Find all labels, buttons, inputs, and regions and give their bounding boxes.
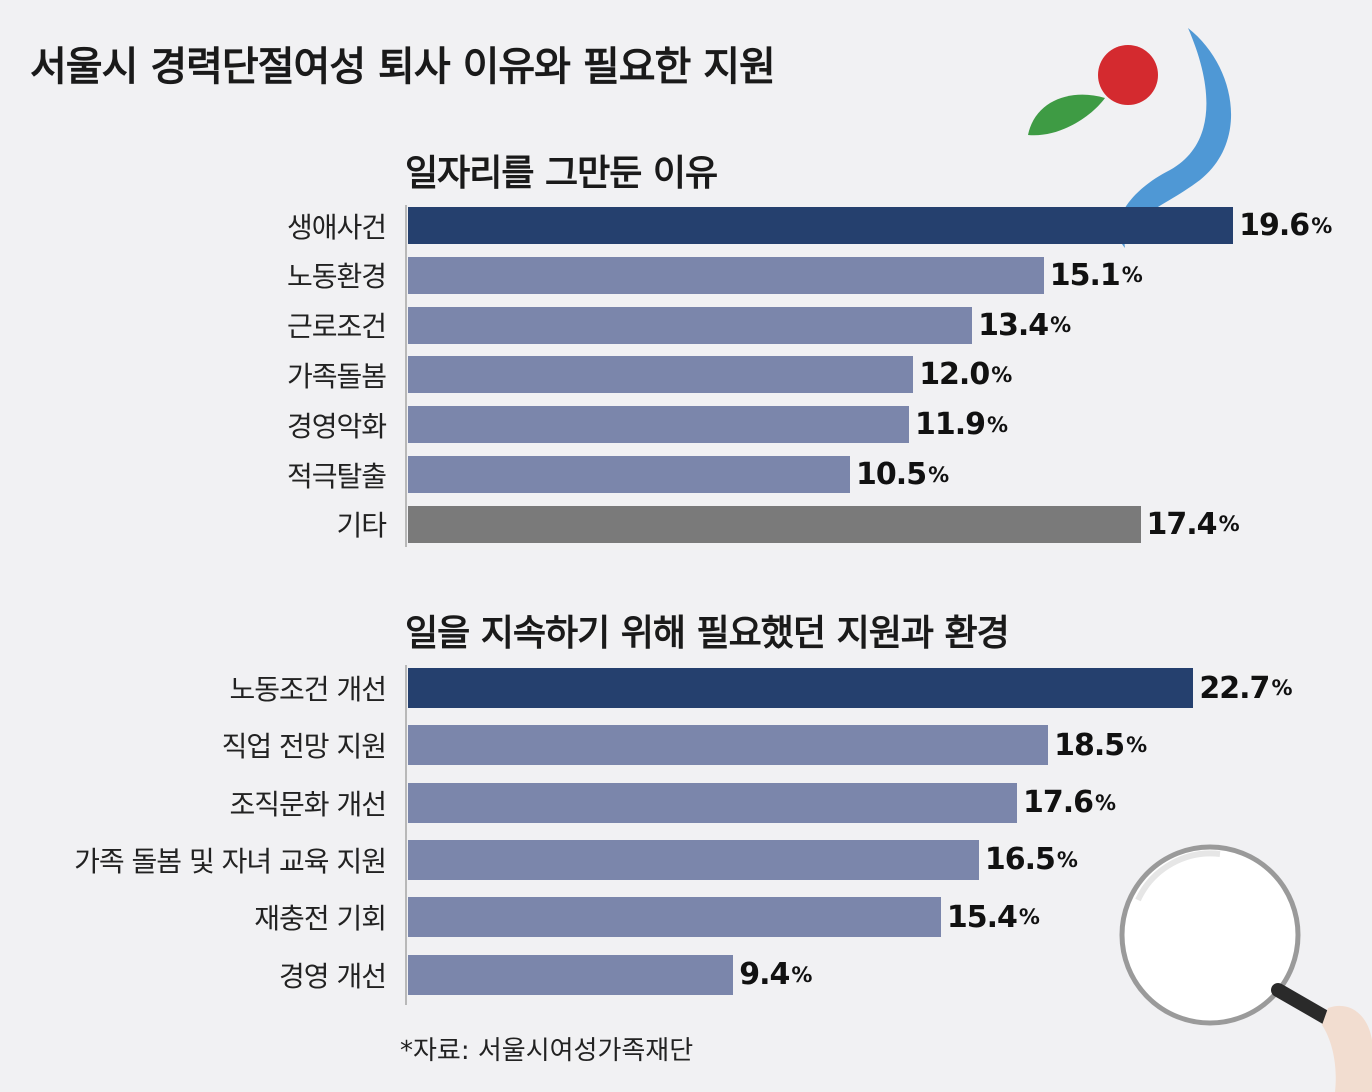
value-number: 22.7 xyxy=(1199,670,1270,706)
bar xyxy=(408,456,851,493)
bar xyxy=(408,207,1234,244)
value-label: 13.4% xyxy=(978,307,1071,344)
value-label: 17.6% xyxy=(1022,783,1116,823)
category-label: 재충전 기회 xyxy=(254,902,387,936)
category-label: 기타 xyxy=(336,509,387,543)
value-number: 13.4 xyxy=(978,307,1049,343)
value-number: 19.6 xyxy=(1239,208,1310,243)
value-number: 12.0 xyxy=(919,357,990,393)
category-label: 경영악화 xyxy=(286,409,387,443)
value-label: 11.9% xyxy=(914,406,1008,443)
value-unit: % xyxy=(791,962,812,987)
value-number: 18.5 xyxy=(1054,727,1125,763)
bar xyxy=(408,505,1141,543)
y-axis-line xyxy=(405,205,407,547)
bar xyxy=(408,256,1044,294)
source-note: *자료: 서울시여성가족재단 xyxy=(400,1036,694,1066)
value-unit: % xyxy=(1218,512,1240,537)
bar xyxy=(408,406,909,444)
value-label: 19.6% xyxy=(1239,207,1332,244)
value-label: 15.4% xyxy=(946,897,1040,937)
value-number: 15.4 xyxy=(946,899,1018,935)
category-label: 직업 전망 지원 xyxy=(221,730,387,764)
bar xyxy=(408,782,1017,823)
bar xyxy=(408,954,734,995)
bar-row: 적극탈출 10.5% xyxy=(0,456,1372,493)
bar-row: 재충전 기회 15.4% xyxy=(0,897,1372,938)
bar xyxy=(408,839,979,880)
category-label: 가족돌봄 xyxy=(286,359,387,393)
value-number: 15.1 xyxy=(1049,257,1121,293)
value-label: 22.7% xyxy=(1199,668,1292,708)
bar xyxy=(408,897,941,938)
value-unit: % xyxy=(1094,790,1116,815)
bar-row: 가족돌봄 12.0% xyxy=(0,356,1372,394)
page-title: 서울시 경력단절여성 퇴사 이유와 필요한 지원 xyxy=(30,44,776,90)
value-unit: % xyxy=(1056,847,1078,872)
value-label: 12.0% xyxy=(919,356,1012,393)
category-label: 조직문화 개선 xyxy=(229,787,387,821)
bar-row: 경영 개선 9.4% xyxy=(0,954,1372,995)
value-unit: % xyxy=(1121,263,1143,288)
value-number: 16.5 xyxy=(984,842,1056,878)
value-label: 15.1% xyxy=(1049,257,1143,294)
category-label: 적극탈출 xyxy=(286,459,387,493)
value-unit: % xyxy=(1050,313,1071,338)
bar-row: 조직문화 개선 17.6% xyxy=(0,782,1372,823)
category-label: 가족 돌봄 및 자녀 교육 지원 xyxy=(74,844,387,878)
bar xyxy=(408,306,973,344)
value-unit: % xyxy=(1126,733,1147,758)
value-number: 17.6 xyxy=(1022,785,1094,821)
bar-row: 근로조건 13.4% xyxy=(0,306,1372,344)
value-number: 9.4 xyxy=(739,957,790,992)
value-label: 9.4% xyxy=(739,955,812,995)
bar-row: 가족 돌봄 및 자녀 교육 지원 16.5% xyxy=(0,839,1372,880)
category-label: 노동환경 xyxy=(286,260,387,294)
category-label: 경영 개선 xyxy=(279,959,387,993)
value-number: 10.5 xyxy=(856,457,927,492)
category-label: 근로조건 xyxy=(286,310,387,344)
value-number: 11.9 xyxy=(914,407,986,443)
value-label: 18.5% xyxy=(1054,725,1147,765)
value-unit: % xyxy=(991,362,1012,387)
y-axis-line xyxy=(405,665,407,1005)
bar-row: 노동환경 15.1% xyxy=(0,256,1372,294)
bar-row: 직업 전망 지원 18.5% xyxy=(0,725,1372,766)
seoul-city-logo-icon xyxy=(1028,28,1232,248)
value-unit: % xyxy=(987,412,1008,437)
category-label: 노동조건 개선 xyxy=(229,673,387,706)
value-label: 10.5% xyxy=(856,456,949,493)
bar-row: 기타 17.4% xyxy=(0,505,1372,543)
value-number: 17.4 xyxy=(1146,506,1218,542)
category-label: 생애사건 xyxy=(286,210,387,244)
value-label: 16.5% xyxy=(984,840,1078,880)
value-label: 17.4% xyxy=(1146,506,1240,543)
bar xyxy=(408,356,914,394)
chart-title: 일을 지속하기 위해 필요했던 지원과 환경 xyxy=(405,613,1010,654)
bar xyxy=(408,668,1194,708)
chart-title: 일자리를 그만둔 이유 xyxy=(405,153,718,194)
value-unit: % xyxy=(928,462,949,487)
value-unit: % xyxy=(1018,905,1040,930)
value-unit: % xyxy=(1271,676,1292,700)
value-unit: % xyxy=(1311,213,1332,238)
magnifying-glass-icon xyxy=(1119,844,1372,1092)
bar-row: 노동조건 개선 22.7% xyxy=(0,668,1372,708)
bar-row: 경영악화 11.9% xyxy=(0,406,1372,444)
bar xyxy=(408,725,1049,766)
bar-row: 생애사건 19.6% xyxy=(0,207,1372,244)
